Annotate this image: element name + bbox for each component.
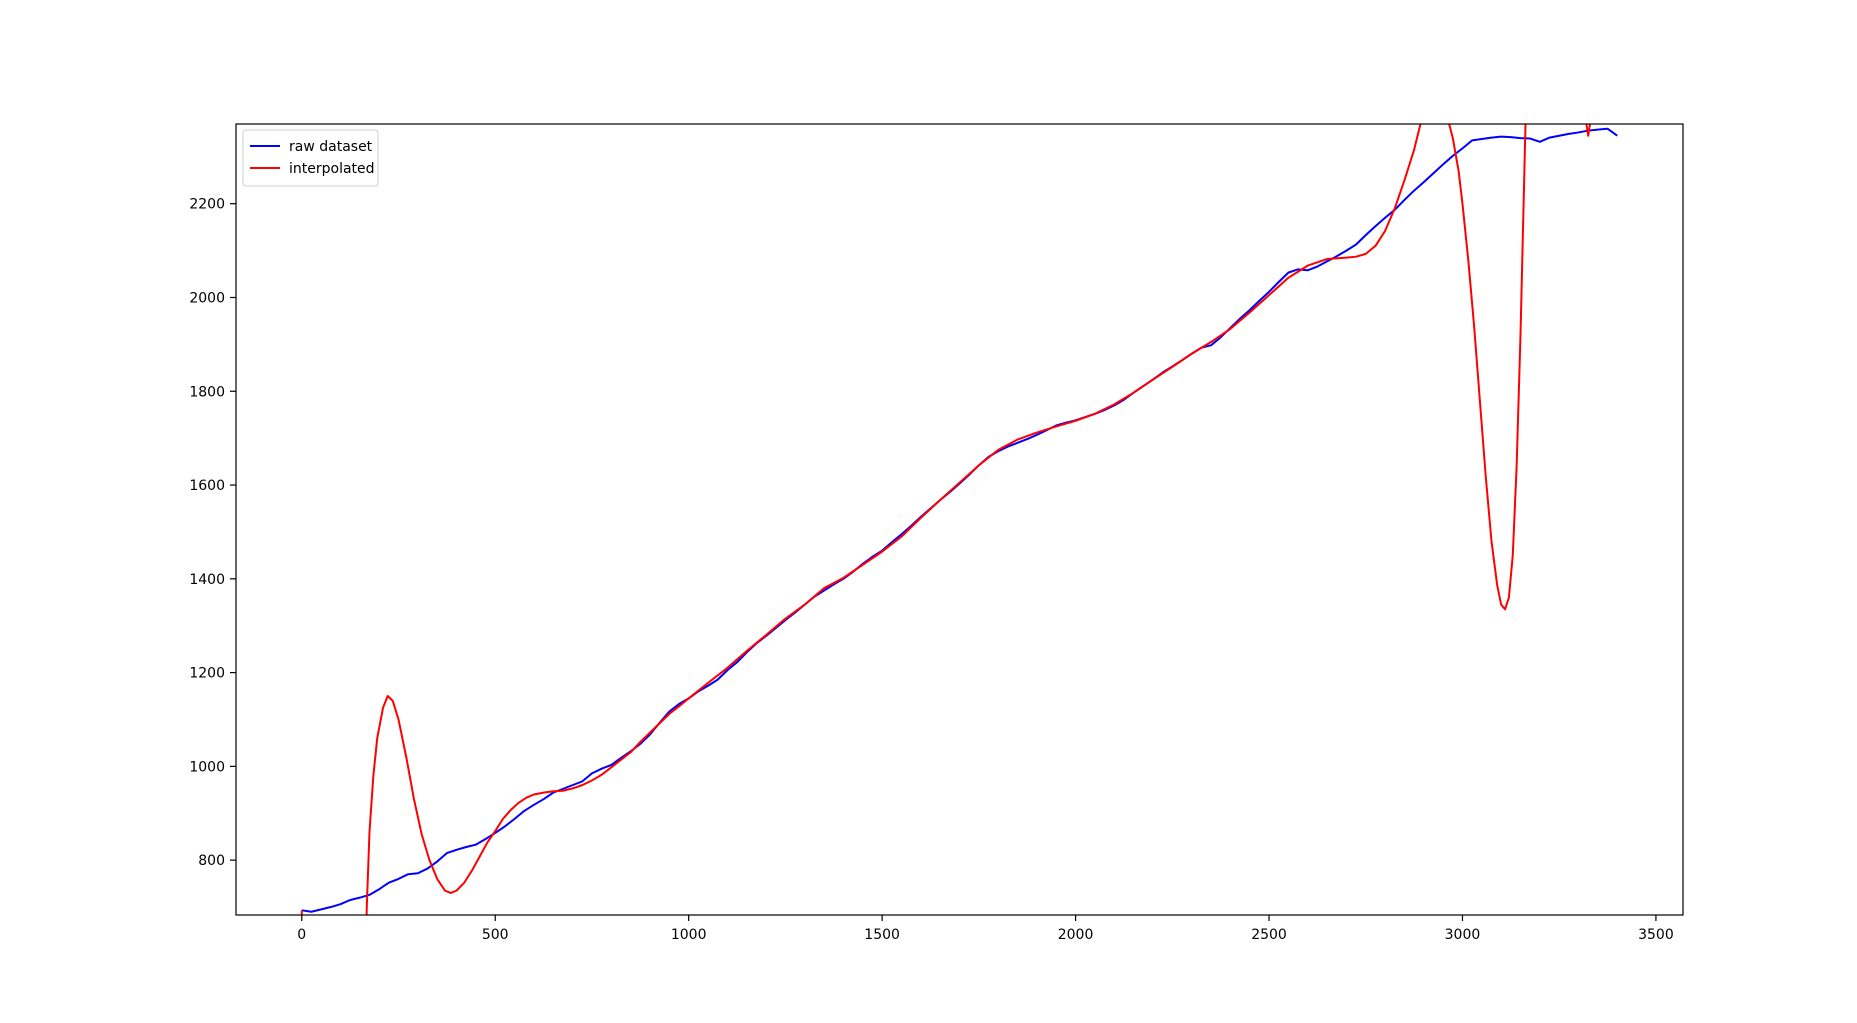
- y-tick-label: 800: [198, 853, 225, 869]
- legend-box: [242, 129, 379, 187]
- y-tick-label: 1000: [189, 759, 225, 775]
- legend-label-1: interpolated: [289, 161, 375, 177]
- y-tick-label: 2000: [189, 290, 225, 306]
- x-tick-label: 1500: [864, 927, 900, 943]
- x-tick-label: 1000: [671, 927, 707, 943]
- y-tick-label: 1400: [189, 572, 225, 588]
- legend-label-0: raw dataset: [289, 139, 373, 155]
- y-tick-label: 1800: [189, 384, 225, 400]
- series-line-1: [300, 124, 1592, 915]
- series-layer: [300, 124, 1618, 915]
- x-tick-label: 500: [482, 927, 509, 943]
- x-tick-label: 2000: [1058, 927, 1094, 943]
- x-tick-label: 3000: [1445, 927, 1481, 943]
- legend: raw dataset interpolated: [242, 129, 379, 187]
- x-tick-label: 0: [297, 927, 306, 943]
- plot-frame: [235, 123, 1684, 916]
- y-tick-label: 1200: [189, 666, 225, 682]
- y-tick-label: 1600: [189, 478, 225, 494]
- x-tick-label: 3500: [1638, 927, 1674, 943]
- y-tick-label: 2200: [189, 197, 225, 213]
- x-tick-label: 2500: [1251, 927, 1287, 943]
- x-axis: 0 500 1000 1500 2000 2500 3000 3500: [297, 915, 1674, 943]
- y-axis: 800 1000 1200 1400 1600 1800 2000 2200: [189, 197, 236, 869]
